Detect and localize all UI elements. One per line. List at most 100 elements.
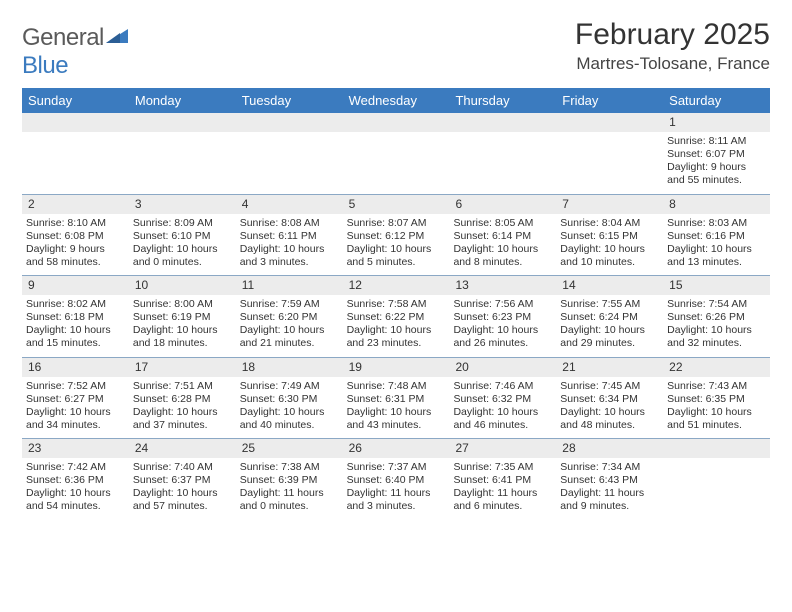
calendar-day-cell: 4Sunrise: 8:08 AMSunset: 6:11 PMDaylight… [236, 195, 343, 276]
day-number: 2 [22, 195, 129, 214]
calendar-day-cell: 22Sunrise: 7:43 AMSunset: 6:35 PMDayligh… [663, 358, 770, 439]
daylight-line: Daylight: 10 hours and 8 minutes. [453, 243, 552, 269]
day-number [663, 439, 770, 458]
sunrise-line: Sunrise: 8:11 AM [667, 135, 766, 148]
day-number: 13 [449, 276, 556, 295]
weekday-header: Wednesday [343, 88, 450, 113]
day-number: 21 [556, 358, 663, 377]
sunrise-line: Sunrise: 7:52 AM [26, 380, 125, 393]
calendar-day-cell: 21Sunrise: 7:45 AMSunset: 6:34 PMDayligh… [556, 358, 663, 439]
page-title: February 2025 [575, 18, 770, 52]
daylight-line: Daylight: 10 hours and 32 minutes. [667, 324, 766, 350]
sunrise-line: Sunrise: 7:51 AM [133, 380, 232, 393]
sunrise-line: Sunrise: 7:58 AM [347, 298, 446, 311]
logo-word-1: General [22, 24, 104, 51]
calendar-day-cell [449, 113, 556, 194]
day-number: 26 [343, 439, 450, 458]
day-number: 22 [663, 358, 770, 377]
day-number: 15 [663, 276, 770, 295]
sunrise-line: Sunrise: 8:03 AM [667, 217, 766, 230]
daylight-line: Daylight: 10 hours and 37 minutes. [133, 406, 232, 432]
sunset-line: Sunset: 6:07 PM [667, 148, 766, 161]
day-number: 12 [343, 276, 450, 295]
daylight-line: Daylight: 9 hours and 58 minutes. [26, 243, 125, 269]
daylight-line: Daylight: 11 hours and 3 minutes. [347, 487, 446, 513]
logo-triangle-icon [106, 27, 128, 45]
sunset-line: Sunset: 6:37 PM [133, 474, 232, 487]
sunset-line: Sunset: 6:31 PM [347, 393, 446, 406]
sunset-line: Sunset: 6:41 PM [453, 474, 552, 487]
calendar-day-cell [236, 113, 343, 194]
daylight-line: Daylight: 9 hours and 55 minutes. [667, 161, 766, 187]
calendar-day-cell: 1Sunrise: 8:11 AMSunset: 6:07 PMDaylight… [663, 113, 770, 194]
daylight-line: Daylight: 10 hours and 46 minutes. [453, 406, 552, 432]
day-number: 3 [129, 195, 236, 214]
calendar-day-cell [556, 113, 663, 194]
calendar-day-cell: 7Sunrise: 8:04 AMSunset: 6:15 PMDaylight… [556, 195, 663, 276]
sunset-line: Sunset: 6:34 PM [560, 393, 659, 406]
sunrise-line: Sunrise: 7:59 AM [240, 298, 339, 311]
daylight-line: Daylight: 10 hours and 54 minutes. [26, 487, 125, 513]
calendar-day-cell: 17Sunrise: 7:51 AMSunset: 6:28 PMDayligh… [129, 358, 236, 439]
calendar-day-cell: 15Sunrise: 7:54 AMSunset: 6:26 PMDayligh… [663, 276, 770, 357]
sunset-line: Sunset: 6:40 PM [347, 474, 446, 487]
daylight-line: Daylight: 10 hours and 48 minutes. [560, 406, 659, 432]
day-number [129, 113, 236, 132]
calendar-day-cell: 5Sunrise: 8:07 AMSunset: 6:12 PMDaylight… [343, 195, 450, 276]
daylight-line: Daylight: 11 hours and 0 minutes. [240, 487, 339, 513]
sunset-line: Sunset: 6:14 PM [453, 230, 552, 243]
calendar-day-cell [22, 113, 129, 194]
sunset-line: Sunset: 6:11 PM [240, 230, 339, 243]
daylight-line: Daylight: 10 hours and 0 minutes. [133, 243, 232, 269]
calendar-weeks: 1Sunrise: 8:11 AMSunset: 6:07 PMDaylight… [22, 113, 770, 520]
day-number: 23 [22, 439, 129, 458]
sunset-line: Sunset: 6:26 PM [667, 311, 766, 324]
calendar-day-cell: 3Sunrise: 8:09 AMSunset: 6:10 PMDaylight… [129, 195, 236, 276]
daylight-line: Daylight: 10 hours and 26 minutes. [453, 324, 552, 350]
day-number: 28 [556, 439, 663, 458]
title-block: February 2025 Martres-Tolosane, France [575, 18, 770, 74]
calendar: Sunday Monday Tuesday Wednesday Thursday… [22, 88, 770, 520]
sunset-line: Sunset: 6:19 PM [133, 311, 232, 324]
daylight-line: Daylight: 10 hours and 23 minutes. [347, 324, 446, 350]
daylight-line: Daylight: 10 hours and 21 minutes. [240, 324, 339, 350]
sunrise-line: Sunrise: 7:40 AM [133, 461, 232, 474]
logo-word-2: Blue [22, 52, 68, 79]
calendar-page: General Blue February 2025 Martres-Tolos… [0, 0, 792, 612]
sunset-line: Sunset: 6:39 PM [240, 474, 339, 487]
sunrise-line: Sunrise: 7:43 AM [667, 380, 766, 393]
day-number [556, 113, 663, 132]
calendar-week-row: 2Sunrise: 8:10 AMSunset: 6:08 PMDaylight… [22, 194, 770, 276]
day-number: 19 [343, 358, 450, 377]
calendar-day-cell: 12Sunrise: 7:58 AMSunset: 6:22 PMDayligh… [343, 276, 450, 357]
day-number: 20 [449, 358, 556, 377]
day-number: 5 [343, 195, 450, 214]
weekday-header: Saturday [663, 88, 770, 113]
day-number: 16 [22, 358, 129, 377]
calendar-day-cell: 10Sunrise: 8:00 AMSunset: 6:19 PMDayligh… [129, 276, 236, 357]
calendar-day-cell: 13Sunrise: 7:56 AMSunset: 6:23 PMDayligh… [449, 276, 556, 357]
sunset-line: Sunset: 6:35 PM [667, 393, 766, 406]
page-header: General Blue February 2025 Martres-Tolos… [22, 18, 770, 80]
sunrise-line: Sunrise: 8:02 AM [26, 298, 125, 311]
calendar-day-cell: 16Sunrise: 7:52 AMSunset: 6:27 PMDayligh… [22, 358, 129, 439]
calendar-day-cell: 28Sunrise: 7:34 AMSunset: 6:43 PMDayligh… [556, 439, 663, 520]
calendar-day-cell: 25Sunrise: 7:38 AMSunset: 6:39 PMDayligh… [236, 439, 343, 520]
daylight-line: Daylight: 10 hours and 15 minutes. [26, 324, 125, 350]
daylight-line: Daylight: 11 hours and 6 minutes. [453, 487, 552, 513]
day-number: 18 [236, 358, 343, 377]
calendar-day-cell: 18Sunrise: 7:49 AMSunset: 6:30 PMDayligh… [236, 358, 343, 439]
calendar-day-cell: 14Sunrise: 7:55 AMSunset: 6:24 PMDayligh… [556, 276, 663, 357]
day-number: 24 [129, 439, 236, 458]
sunrise-line: Sunrise: 7:48 AM [347, 380, 446, 393]
day-number: 25 [236, 439, 343, 458]
calendar-day-cell: 6Sunrise: 8:05 AMSunset: 6:14 PMDaylight… [449, 195, 556, 276]
day-number [22, 113, 129, 132]
weekday-header: Friday [556, 88, 663, 113]
weekday-header: Monday [129, 88, 236, 113]
daylight-line: Daylight: 10 hours and 57 minutes. [133, 487, 232, 513]
calendar-day-cell [343, 113, 450, 194]
page-subtitle: Martres-Tolosane, France [575, 54, 770, 74]
sunrise-line: Sunrise: 7:34 AM [560, 461, 659, 474]
daylight-line: Daylight: 10 hours and 13 minutes. [667, 243, 766, 269]
